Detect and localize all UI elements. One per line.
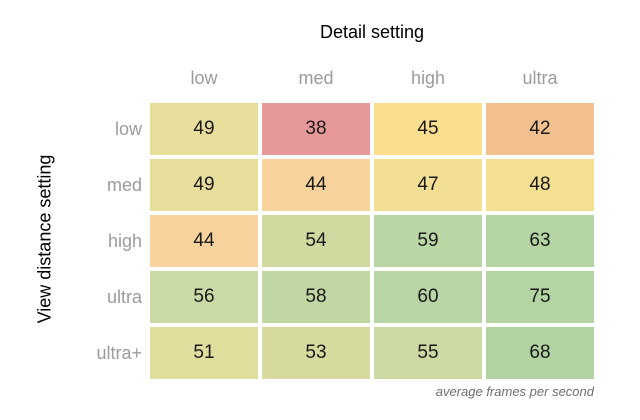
col-header-high: high xyxy=(410,68,446,88)
row-label-low: low xyxy=(114,118,142,139)
row-label-high: high xyxy=(107,230,142,251)
heatmap-grid: 49 38 45 42 49 44 47 48 44 54 59 63 56 58 60 75 51 53 55 68 xyxy=(150,103,594,379)
heatmap-cell: 54 xyxy=(262,215,370,267)
heatmap-cell: 53 xyxy=(262,327,370,379)
col-header-ultra: ultra xyxy=(522,68,558,88)
row-label-med: med xyxy=(106,174,142,195)
row-label-ultra+: ultra+ xyxy=(96,342,142,363)
heatmap-cell: 68 xyxy=(486,327,594,379)
heatmap-cell: 44 xyxy=(150,215,258,267)
heatmap-cell: 47 xyxy=(374,159,482,211)
col-header-med: med xyxy=(298,68,334,88)
heatmap-cell: 75 xyxy=(486,271,594,323)
heatmap-cell: 38 xyxy=(262,103,370,155)
heatmap-cell: 49 xyxy=(150,159,258,211)
heatmap-cell: 49 xyxy=(150,103,258,155)
heatmap-cell: 55 xyxy=(374,327,482,379)
heatmap-cell: 44 xyxy=(262,159,370,211)
heatmap-cell: 51 xyxy=(150,327,258,379)
chart-title: Detail setting xyxy=(319,22,425,42)
footnote: average frames per second xyxy=(435,384,594,399)
heatmap-cell: 45 xyxy=(374,103,482,155)
heatmap-cell: 56 xyxy=(150,271,258,323)
heatmap-cell: 58 xyxy=(262,271,370,323)
heatmap-cell: 60 xyxy=(374,271,482,323)
heatmap-cell: 48 xyxy=(486,159,594,211)
col-header-low: low xyxy=(190,68,218,88)
row-labels: low med high ultra ultra+ xyxy=(0,103,142,379)
heatmap-cell: 59 xyxy=(374,215,482,267)
heatmap-cell: 63 xyxy=(486,215,594,267)
row-label-ultra: ultra xyxy=(106,286,142,307)
column-headers: low med high ultra xyxy=(150,66,594,90)
heatmap-cell: 42 xyxy=(486,103,594,155)
